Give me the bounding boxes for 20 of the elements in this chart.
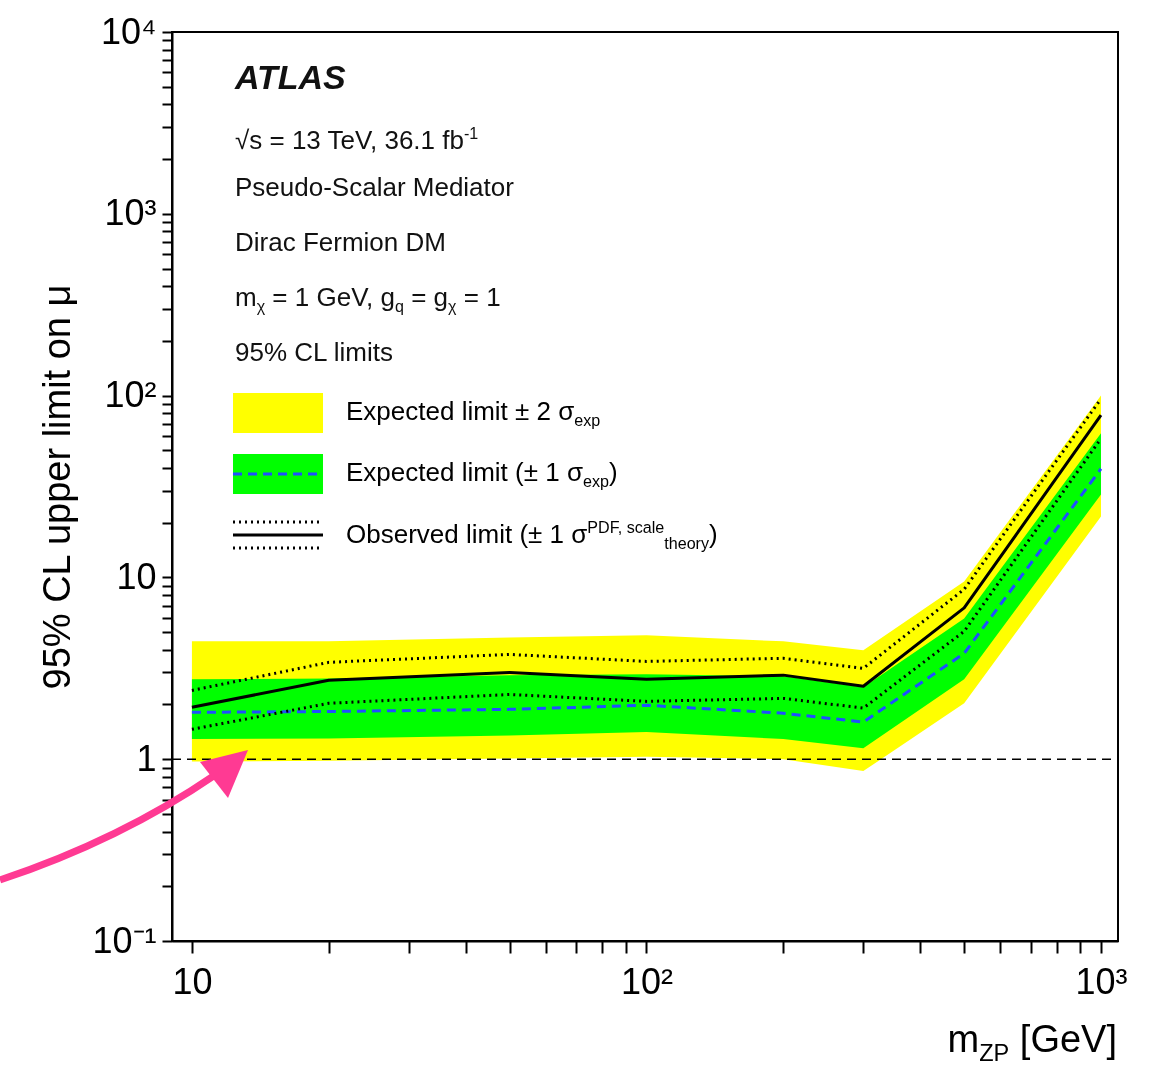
annotation: ATLAS <box>235 58 346 97</box>
x-tick-label: 10² <box>620 960 673 1002</box>
annotation: √s = 13 TeV, 36.1 fb$^{-1}$ <box>235 124 479 156</box>
y-tick-label: 10² <box>104 374 157 416</box>
annotation: Dirac Fermion DM <box>235 227 446 258</box>
legend-label: Expected limit (± 1 σ$_{exp}$) <box>346 456 618 492</box>
annotation: m$_{χ}$ = 1 GeV, g$_{q}$ = g$_{χ}$ = 1 <box>235 282 501 317</box>
legend-label: Expected limit ± 2 σ$_{exp}$ <box>346 395 601 431</box>
y-tick-label: 1 <box>136 737 157 779</box>
x-axis-title: m$_{Z}$$_{P}$ [GeV] <box>947 1018 1117 1067</box>
y-tick-label: 10³ <box>104 192 157 234</box>
y-axis-title: 95% CL upper limit on μ <box>36 284 79 690</box>
y-tick-label: 10⁴ <box>100 10 157 52</box>
annotation: Pseudo-Scalar Mediator <box>235 172 514 203</box>
y-tick-label: 10⁻¹ <box>92 919 157 961</box>
y-tick-label: 10 <box>116 555 157 597</box>
x-tick-label: 10 <box>172 960 213 1002</box>
legend-label: Observed limit (± 1 σ$^{PDF, scale}$$_{theory}$) <box>346 517 718 553</box>
x-tick-label: 10³ <box>1075 960 1128 1002</box>
annotation: 95% CL limits <box>235 337 393 368</box>
